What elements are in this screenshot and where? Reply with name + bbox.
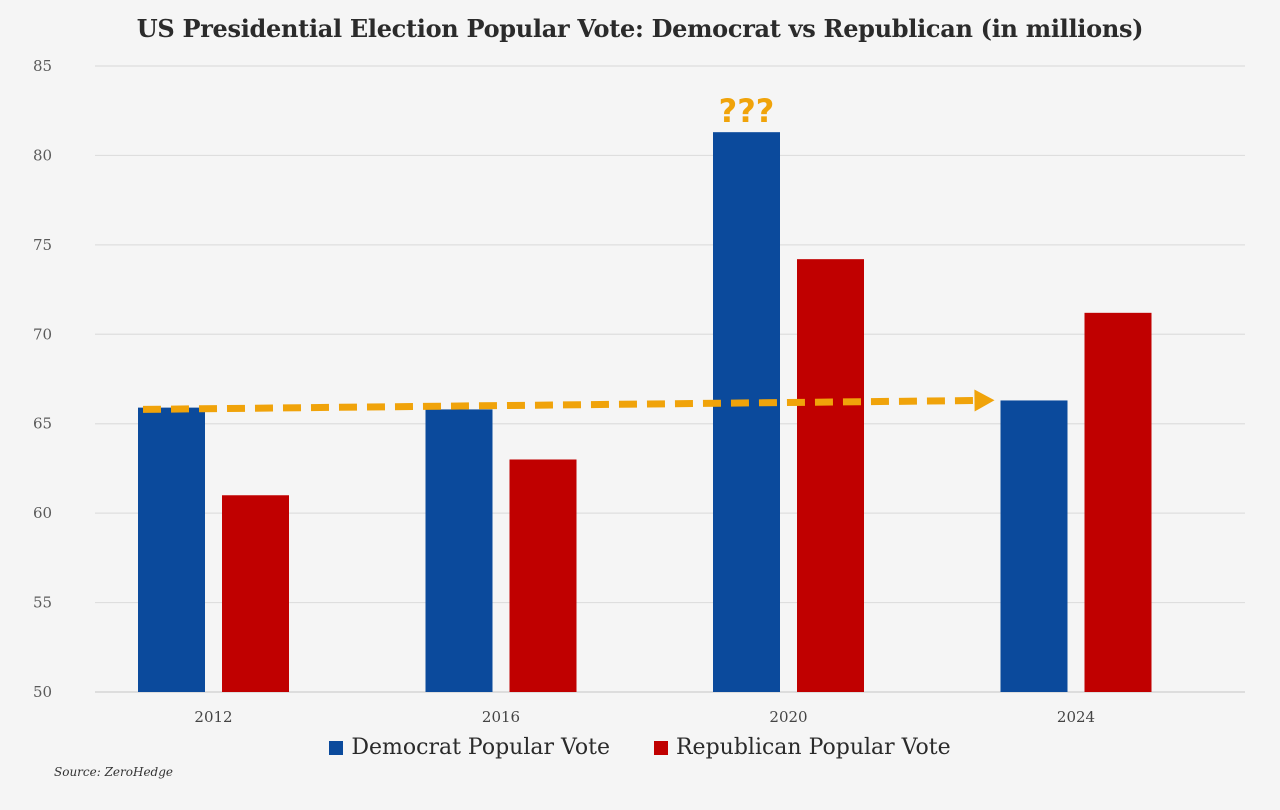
x-tick-label-2016: 2016 <box>482 708 520 726</box>
bar-democrat-2016 <box>425 409 493 692</box>
x-tick-label-2024: 2024 <box>1057 708 1095 726</box>
y-tick-label-85: 85 <box>33 57 52 75</box>
legend-label-democrat: Democrat Popular Vote <box>351 735 610 760</box>
source-note: Source: ZeroHedge <box>54 765 174 779</box>
legend-item-republican: Republican Popular Vote <box>653 735 951 760</box>
x-tick-label-2020: 2020 <box>769 708 807 726</box>
legend-item-democrat: Democrat Popular Vote <box>329 735 610 760</box>
annotation-question-marks: ??? <box>719 92 775 130</box>
legend: Democrat Popular Vote Republican Popular… <box>0 735 1280 760</box>
legend-label-republican: Republican Popular Vote <box>675 735 951 760</box>
annotation-arrowhead <box>974 389 995 412</box>
bar-democrat-2020 <box>713 132 780 693</box>
bar-democrat-2012 <box>138 407 205 692</box>
chart-title: US Presidential Election Popular Vote: D… <box>136 14 1144 43</box>
bar-republican-2024 <box>1084 312 1152 692</box>
legend-swatch-democrat <box>329 740 344 755</box>
y-tick-label-55: 55 <box>33 594 52 612</box>
bar-republican-2012 <box>222 495 289 692</box>
bar-republican-2016 <box>509 459 577 692</box>
y-tick-label-80: 80 <box>33 146 52 164</box>
y-tick-label-75: 75 <box>33 236 52 254</box>
y-tick-label-60: 60 <box>33 504 52 522</box>
bar-republican-2020 <box>797 259 864 692</box>
y-tick-label-70: 70 <box>33 325 52 343</box>
x-tick-label-2012: 2012 <box>194 708 232 726</box>
legend-swatch-republican <box>653 740 668 755</box>
bar-democrat-2024 <box>1000 400 1068 692</box>
y-tick-label-65: 65 <box>33 415 52 433</box>
y-tick-label-50: 50 <box>33 683 52 701</box>
